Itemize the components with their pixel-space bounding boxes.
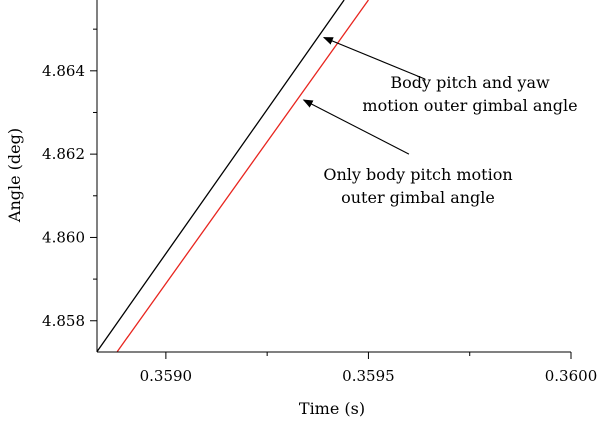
series-layer: [96, 0, 369, 352]
x-tick-label: 0.3600: [545, 367, 598, 385]
annotation-text-pitch-only: Only body pitch motion: [323, 165, 512, 184]
series-line-pitch-yaw: [96, 0, 345, 352]
annotation-arrow-pitch-yaw: [322, 36, 426, 80]
y-tick-label: 4.864: [42, 62, 85, 80]
x-tick-label: 0.3595: [342, 367, 395, 385]
annotation-text-pitch-yaw: Body pitch and yaw: [390, 73, 550, 92]
annotation-text-pitch-only: outer gimbal angle: [341, 188, 495, 207]
x-tick-label: 0.3590: [140, 367, 193, 385]
y-tick-label: 4.858: [42, 312, 85, 330]
y-axis-label: Angle (deg): [5, 128, 24, 223]
plot-area: Body pitch and yaw motion outer gimbal an…: [42, 0, 597, 385]
x-axis-ticks: 0.3590 0.3595 0.3600: [140, 352, 598, 385]
annotation-arrow-pitch-only: [302, 99, 410, 155]
annotation-text-pitch-yaw: motion outer gimbal angle: [362, 96, 577, 115]
y-tick-label: 4.860: [42, 228, 85, 246]
y-axis-ticks: 4.858 4.860 4.862 4.864: [42, 28, 97, 330]
annotation-layer: Body pitch and yaw motion outer gimbal an…: [302, 36, 578, 207]
series-line-pitch-only: [116, 0, 369, 352]
y-tick-label: 4.862: [42, 145, 85, 163]
x-axis-label: Time (s): [299, 399, 365, 418]
